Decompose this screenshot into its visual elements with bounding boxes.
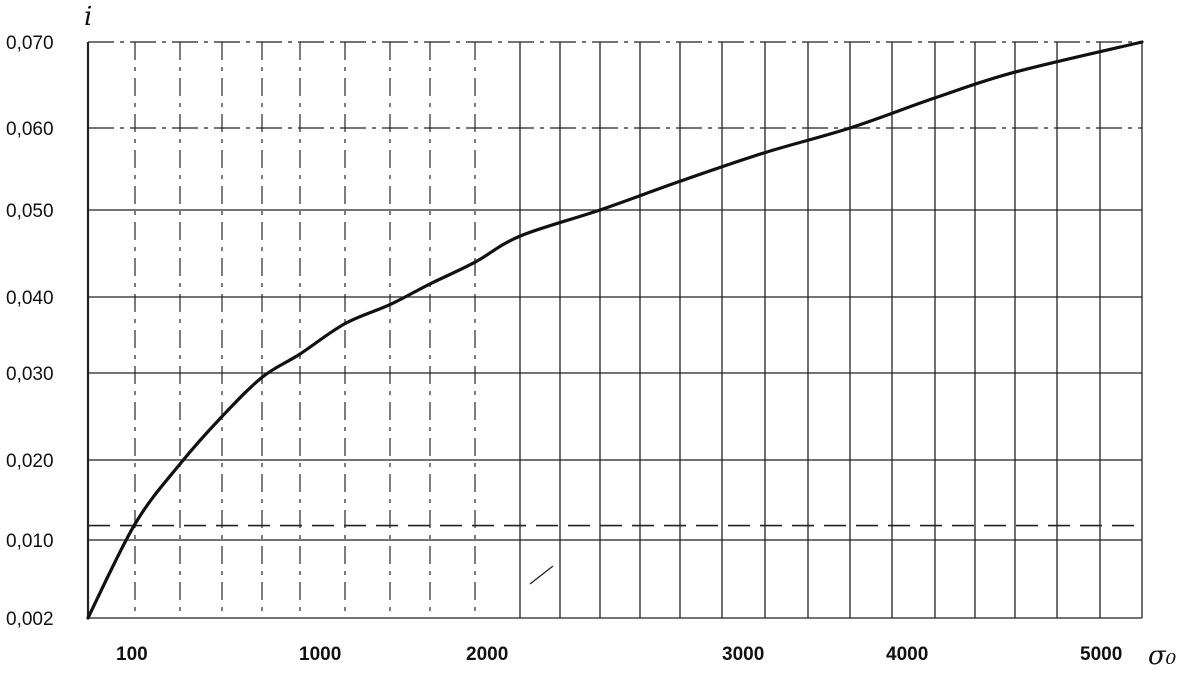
- y-tick-label: 0,040: [6, 288, 54, 309]
- y-tick-label: 0,050: [6, 201, 54, 222]
- y-tick-label: 0,030: [6, 364, 54, 385]
- y-tick-label: 0,060: [6, 119, 54, 140]
- x-tick-label: 3000: [722, 644, 764, 665]
- x-tick-labels: 100 1000 2000 3000 4000 5000: [116, 644, 1122, 665]
- y-tick-label: 0,010: [6, 531, 54, 552]
- reference-line-group: [88, 524, 1142, 585]
- grid: [86, 41, 1143, 619]
- y-tick-label: 0,002: [6, 609, 54, 630]
- annotation-stroke: [529, 565, 554, 585]
- x-tick-label: 5000: [1080, 644, 1122, 665]
- x-tick-label: 100: [116, 644, 148, 665]
- x-tick-label: 2000: [466, 644, 508, 665]
- x-tick-label: 4000: [886, 644, 928, 665]
- y-tick-label: 0,070: [6, 33, 54, 54]
- series-group: [86, 40, 1144, 620]
- x-axis-label: σ₀: [1148, 641, 1177, 671]
- y-axis-label: i: [84, 2, 92, 32]
- x-tick-label: 1000: [299, 644, 341, 665]
- series-line: [86, 40, 1144, 620]
- y-tick-labels: 0,070 0,060 0,050 0,040 0,030 0,020 0,010 0,002: [6, 33, 54, 630]
- y-tick-label: 0,020: [6, 451, 54, 472]
